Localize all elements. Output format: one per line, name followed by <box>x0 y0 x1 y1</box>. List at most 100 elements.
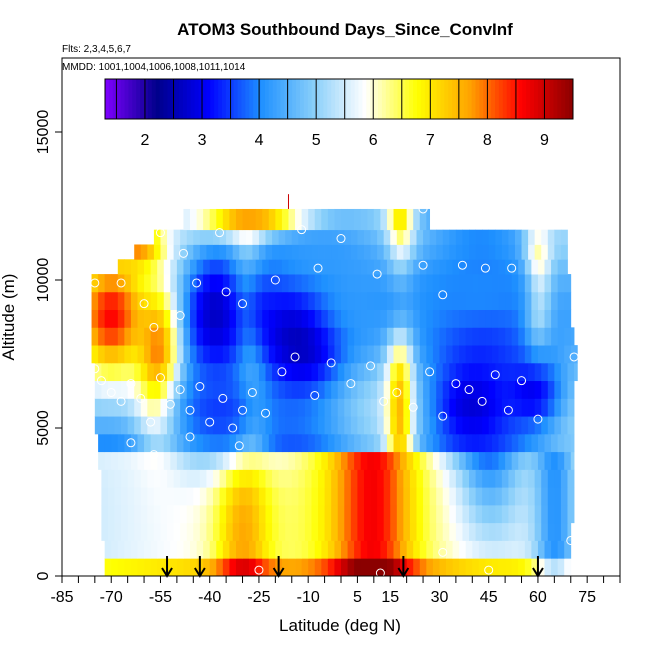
field-cell <box>209 433 217 453</box>
field-cell <box>380 558 388 577</box>
field-cell <box>459 259 467 275</box>
colorbar-cell <box>218 79 223 119</box>
field-cell <box>170 540 178 559</box>
field-cell <box>436 522 444 541</box>
field-cell <box>153 380 161 399</box>
field-cell <box>514 504 522 524</box>
field-cell <box>281 558 289 577</box>
field-cell <box>462 416 470 435</box>
field-cell <box>104 433 112 453</box>
field-cell <box>219 398 227 417</box>
field-cell <box>560 362 568 382</box>
colorbar-cell <box>428 79 434 119</box>
field-cell <box>495 504 503 524</box>
field-cell <box>272 398 280 417</box>
observation-marker <box>270 275 280 285</box>
field-cell <box>478 540 486 559</box>
field-cell <box>498 309 506 328</box>
field-cell <box>449 469 457 488</box>
colorbar-cell <box>350 79 356 119</box>
field-cell <box>337 469 345 488</box>
field-cell <box>130 433 138 453</box>
field-cell <box>295 451 303 470</box>
field-cell <box>551 309 559 328</box>
field-cell <box>252 229 260 245</box>
colorbar-cell <box>210 79 215 119</box>
field-cell <box>137 345 145 364</box>
field-cell <box>203 274 211 293</box>
field-cell <box>439 274 447 293</box>
colorbar-cell <box>253 79 258 119</box>
field-cell <box>301 345 309 364</box>
field-cell <box>472 291 480 310</box>
field-cell <box>255 291 263 310</box>
field-cell <box>281 451 289 470</box>
field-cell <box>505 433 513 453</box>
field-cell <box>528 229 536 245</box>
field-cell <box>478 291 486 310</box>
field-cell <box>252 522 260 541</box>
field-cell <box>268 433 276 453</box>
field-cell <box>423 380 431 399</box>
y-tick-label: 0 <box>35 571 52 580</box>
field-cell <box>347 274 355 293</box>
field-cell <box>478 433 486 453</box>
field-cell <box>291 398 299 417</box>
field-cell <box>285 244 293 260</box>
colorbar-cell <box>335 79 340 119</box>
field-cell <box>390 487 398 506</box>
field-cell <box>265 362 273 382</box>
field-cell <box>255 274 263 293</box>
field-cell <box>167 469 174 488</box>
field-cell <box>544 274 552 293</box>
field-cell <box>482 380 490 399</box>
field-cell <box>521 487 529 506</box>
field-cell <box>258 244 266 260</box>
observation-marker <box>477 396 487 406</box>
field-cell <box>160 522 168 541</box>
field-cell <box>199 380 207 399</box>
field-cell <box>311 522 319 541</box>
field-cell <box>239 504 247 524</box>
field-row <box>134 244 568 260</box>
field-cell <box>167 522 174 541</box>
field-cell <box>209 558 217 577</box>
field-cell <box>324 416 332 435</box>
field-cell <box>501 522 509 541</box>
field-cell <box>180 380 188 399</box>
field-row <box>104 558 572 577</box>
colorbar-cell <box>440 79 445 119</box>
field-cell <box>557 451 565 470</box>
field-cell <box>386 540 394 559</box>
field-cell <box>301 433 309 453</box>
field-cell <box>249 291 257 310</box>
field-cell <box>452 327 460 346</box>
field-cell <box>258 469 266 488</box>
field-cell <box>94 398 102 417</box>
field-cell <box>124 558 132 577</box>
field-cell <box>462 522 470 541</box>
colorbar-cell <box>241 79 246 119</box>
field-cell <box>446 540 453 559</box>
field-cell <box>180 362 188 382</box>
field-cell <box>295 208 303 231</box>
field-cell <box>268 327 276 346</box>
field-cell <box>176 259 184 275</box>
field-cell <box>554 362 562 382</box>
observation-marker <box>366 361 376 371</box>
field-cell <box>219 522 227 541</box>
field-cell <box>216 259 224 275</box>
field-cell <box>183 208 191 231</box>
field-row <box>91 345 578 364</box>
field-cell <box>186 487 194 506</box>
field-cell <box>314 327 322 346</box>
field-cell <box>367 208 375 231</box>
field-cell <box>212 487 220 506</box>
field-cell <box>114 469 122 488</box>
observation-marker <box>566 535 576 545</box>
observation-marker <box>418 260 428 270</box>
field-cell <box>117 309 125 328</box>
field-cell <box>462 469 470 488</box>
x-tick-label: 15 <box>381 589 399 606</box>
field-cell <box>308 274 316 293</box>
